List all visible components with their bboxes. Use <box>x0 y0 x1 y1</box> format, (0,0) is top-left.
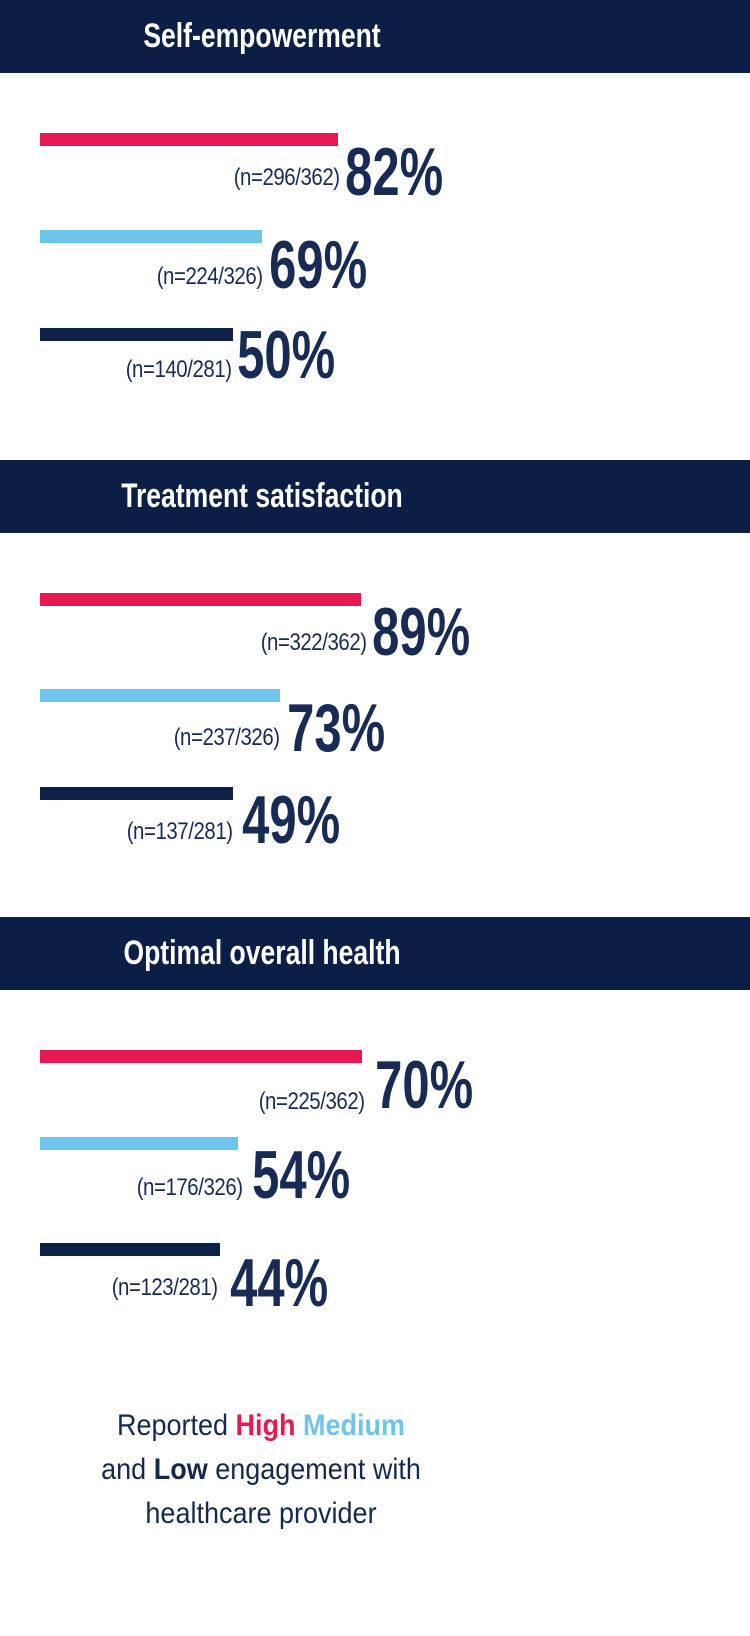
section-title: Treatment satisfaction <box>121 477 403 515</box>
bar-low <box>40 328 233 341</box>
legend-high-label: High <box>235 1409 296 1442</box>
section-header-self-empowerment: Self-empowerment <box>0 0 750 73</box>
bar-low <box>40 787 233 800</box>
bar-medium <box>40 230 262 243</box>
section-header-optimal-overall-health: Optimal overall health <box>0 917 750 990</box>
legend-text: healthcare provider <box>145 1497 377 1530</box>
section-title: Self-empowerment <box>143 17 381 55</box>
pct-low: 44% <box>230 1245 328 1321</box>
n-label-low: (n=140/281) <box>126 356 232 383</box>
pct-medium: 73% <box>287 690 385 766</box>
pct-low: 50% <box>237 317 335 393</box>
n-label-high: (n=322/362) <box>261 629 367 656</box>
legend-text: engagement with <box>207 1453 421 1486</box>
bar-medium <box>40 1137 238 1150</box>
legend-medium-label: Medium <box>303 1409 406 1442</box>
pct-low: 49% <box>242 782 340 858</box>
bar-high <box>40 133 338 146</box>
bar-high <box>40 593 361 606</box>
n-label-medium: (n=237/326) <box>174 724 280 751</box>
pct-high: 82% <box>345 134 443 210</box>
n-label-medium: (n=176/326) <box>137 1174 243 1201</box>
n-label-medium: (n=224/326) <box>157 263 263 290</box>
n-label-high: (n=225/362) <box>259 1088 365 1115</box>
legend-caption: Reported High Medium and Low engagement … <box>26 1404 496 1536</box>
n-label-low: (n=137/281) <box>127 818 233 845</box>
legend-text: Reported <box>116 1409 236 1442</box>
bar-medium <box>40 689 280 702</box>
pct-medium: 54% <box>252 1137 350 1213</box>
bar-high <box>40 1050 362 1063</box>
pct-high: 89% <box>372 594 470 670</box>
legend-low-label: Low <box>153 1453 208 1486</box>
n-label-low: (n=123/281) <box>112 1274 218 1301</box>
legend-space <box>296 1409 304 1442</box>
section-header-treatment-satisfaction: Treatment satisfaction <box>0 460 750 533</box>
legend-text: and <box>101 1453 154 1486</box>
bar-low <box>40 1243 220 1256</box>
n-label-high: (n=296/362) <box>234 164 340 191</box>
pct-high: 70% <box>375 1047 473 1123</box>
section-title: Optimal overall health <box>123 934 401 972</box>
pct-medium: 69% <box>269 227 367 303</box>
